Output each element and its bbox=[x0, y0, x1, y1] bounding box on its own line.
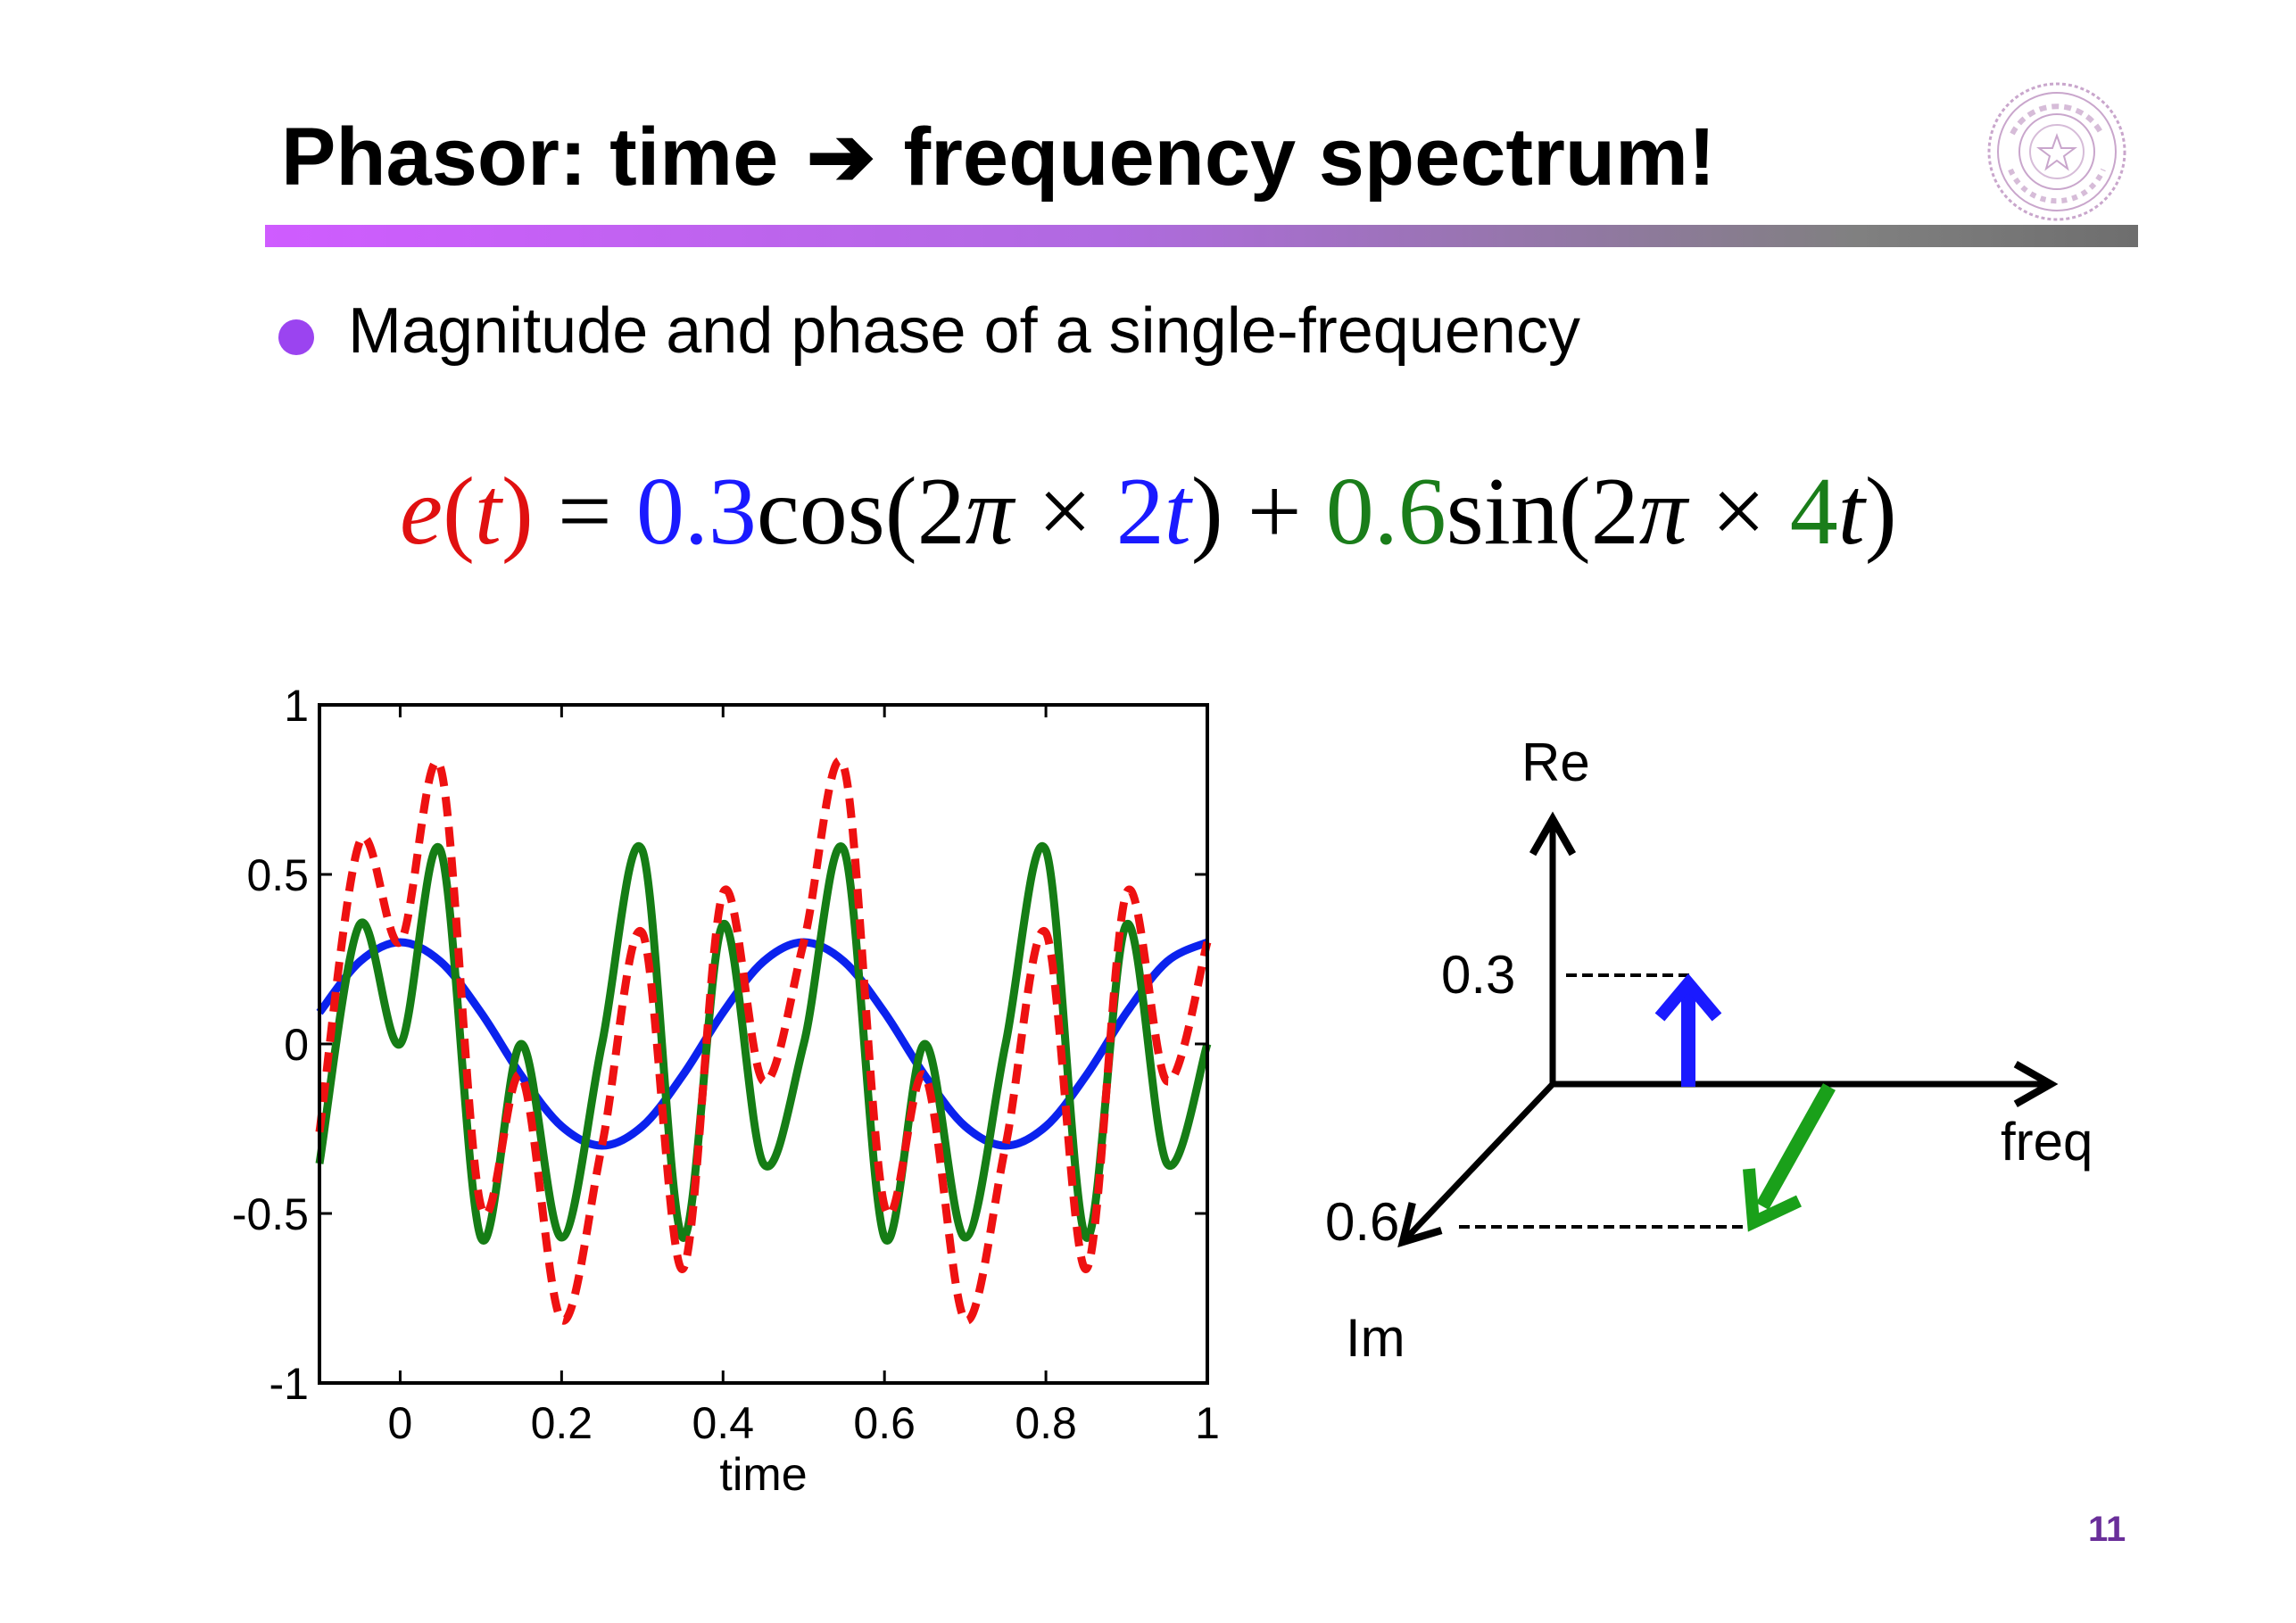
x-axis-label: time bbox=[719, 1449, 807, 1501]
eq-freq-2: 4 bbox=[1789, 459, 1838, 565]
y-tick-label: 1 bbox=[284, 687, 309, 731]
x-tick-label: 0.4 bbox=[692, 1398, 755, 1448]
y-tick-label: -0.5 bbox=[232, 1189, 309, 1239]
slide-title: Phasor: time ➔ frequency spectrum! bbox=[281, 116, 1716, 198]
eq-amplitude-1: 0.3 bbox=[635, 459, 757, 565]
bullet-dot-icon bbox=[278, 319, 314, 355]
bullet-text: Magnitude and phase of a single-frequenc… bbox=[348, 295, 1580, 367]
x-tick-label: 1 bbox=[1195, 1398, 1220, 1448]
eq-freq-1: 2 bbox=[1115, 459, 1165, 565]
y-tick-label: -1 bbox=[269, 1359, 309, 1409]
eq-fn-sin: sin bbox=[1446, 459, 1559, 565]
eq-t-1: t bbox=[1164, 459, 1191, 565]
x-tick-label: 0 bbox=[388, 1398, 413, 1448]
im-value-label: 0.6 bbox=[1325, 1192, 1399, 1252]
eq-plus: + bbox=[1247, 459, 1302, 565]
x-tick-label: 0.2 bbox=[531, 1398, 593, 1448]
re-axis-label: Re bbox=[1521, 733, 1590, 792]
time-domain-chart: 0 0.2 0.4 0.6 0.8 1 1 0.5 0 -0.5 -1 time bbox=[232, 687, 1220, 1501]
eq-times-2: × bbox=[1711, 459, 1766, 565]
phasor-diagram: Re 0.3 freq 0.6 Im bbox=[1325, 733, 2093, 1368]
title-text-before: Phasor: time bbox=[281, 112, 779, 203]
eq-times-1: × bbox=[1037, 459, 1092, 565]
eq-pi-1: π bbox=[965, 459, 1014, 565]
right-arrow-icon: ➔ bbox=[806, 112, 875, 203]
re-value-label: 0.3 bbox=[1441, 945, 1515, 1005]
blue-phasor-arrow bbox=[1654, 973, 1722, 1087]
title-underline-bar bbox=[265, 225, 2138, 247]
x-tick-label: 0.6 bbox=[853, 1398, 916, 1448]
freq-axis-label: freq bbox=[2001, 1112, 2093, 1172]
title-text-after: frequency spectrum! bbox=[903, 112, 1716, 203]
im-axis-label: Im bbox=[1346, 1308, 1405, 1368]
page-number: 11 bbox=[2088, 1510, 2126, 1549]
series-line-1 bbox=[315, 842, 1212, 1245]
eq-two-2: 2 bbox=[1590, 459, 1639, 565]
eq-lhs-e: e bbox=[400, 459, 443, 565]
series-line-0 bbox=[316, 938, 1209, 1150]
eq-amplitude-2: 0.6 bbox=[1325, 459, 1446, 565]
university-seal-logo bbox=[1987, 82, 2126, 221]
series-line-2 bbox=[315, 756, 1212, 1325]
x-tick-label: 0.8 bbox=[1015, 1398, 1077, 1448]
eq-lhs-t: t bbox=[474, 459, 501, 565]
eq-t-2: t bbox=[1837, 459, 1865, 565]
plot-frame bbox=[318, 703, 1209, 1385]
y-tick-label: 0.5 bbox=[246, 850, 309, 900]
im-axis bbox=[1397, 1081, 1555, 1248]
eq-pi-2: π bbox=[1638, 459, 1687, 565]
green-phasor-arrow bbox=[1743, 1083, 1836, 1232]
eq-equals: = bbox=[557, 459, 612, 565]
eq-two-1: 2 bbox=[916, 459, 966, 565]
equation: e(t) = 0.3cos(2π × 2t) + 0.6sin(2π × 4t) bbox=[400, 459, 1897, 565]
y-tick-label: 0 bbox=[284, 1020, 309, 1070]
eq-fn-cos: cos bbox=[756, 459, 885, 565]
